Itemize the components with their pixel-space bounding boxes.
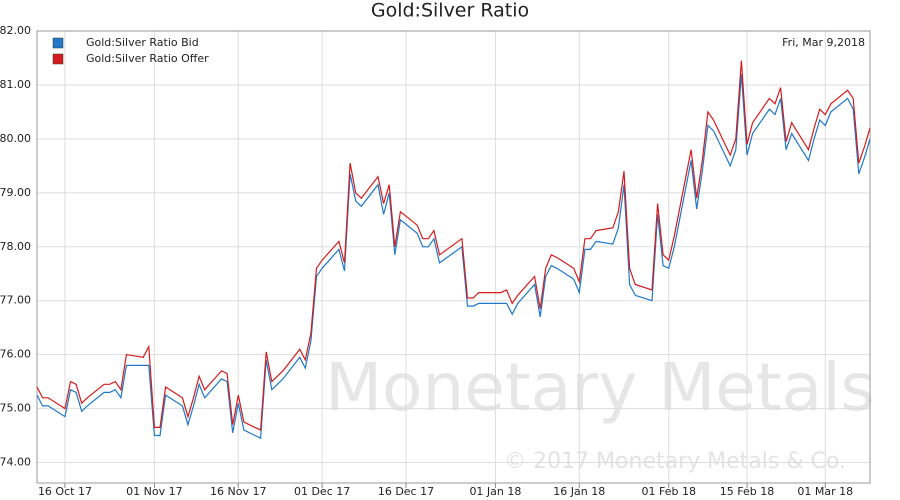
x-tick-label: 16 Oct 17 [38, 485, 92, 498]
y-tick-label: 82.00 [0, 24, 31, 37]
x-tick-label: 16 Jan 18 [553, 485, 605, 498]
chart-title: Gold:Silver Ratio [371, 0, 529, 22]
legend-swatch [52, 53, 64, 65]
y-tick-label: 78.00 [0, 240, 31, 253]
x-tick-label: 01 Feb 18 [642, 485, 696, 498]
y-tick-label: 80.00 [0, 132, 31, 145]
y-tick-label: 79.00 [0, 186, 31, 199]
series-line [36, 74, 871, 440]
legend-label: Gold:Silver Ratio Bid [86, 36, 199, 49]
legend-swatch [52, 37, 64, 49]
x-tick-label: 15 Feb 18 [720, 485, 774, 498]
watermark: Monetary Metals [325, 349, 875, 426]
x-tick-label: 01 Nov 17 [126, 485, 182, 498]
x-tick-label: 01 Jan 18 [469, 485, 521, 498]
x-tick-label: 16 Nov 17 [210, 485, 266, 498]
legend-label: Gold:Silver Ratio Offer [86, 52, 209, 65]
copyright: © 2017 Monetary Metals & Co. [504, 449, 846, 474]
y-tick-label: 74.00 [0, 456, 31, 469]
y-tick-label: 77.00 [0, 294, 31, 307]
x-tick-label: 01 Mar 18 [797, 485, 853, 498]
x-tick-label: 01 Dec 17 [294, 485, 350, 498]
series-line [36, 60, 871, 432]
x-tick-label: 16 Dec 17 [378, 485, 434, 498]
y-tick-label: 81.00 [0, 78, 31, 91]
date-stamp: Fri, Mar 9,2018 [782, 36, 865, 49]
plot-border [36, 30, 871, 484]
y-tick-label: 76.00 [0, 348, 31, 361]
y-tick-label: 75.00 [0, 402, 31, 415]
